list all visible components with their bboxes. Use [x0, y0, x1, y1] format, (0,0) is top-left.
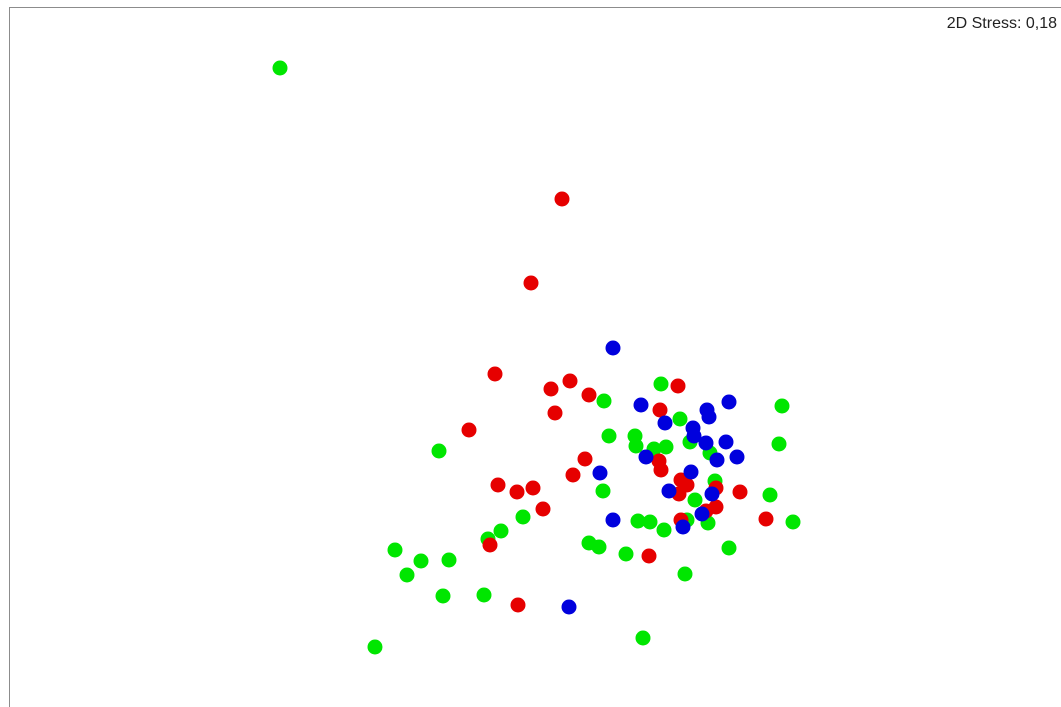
data-point [387, 542, 403, 558]
data-point [762, 487, 778, 503]
data-point [399, 567, 415, 583]
data-point [509, 484, 525, 500]
data-point [704, 486, 720, 502]
data-point [577, 451, 593, 467]
data-point [661, 483, 677, 499]
data-point [721, 394, 737, 410]
data-point [596, 393, 612, 409]
series-3 [561, 340, 745, 615]
data-point [525, 480, 541, 496]
data-point [535, 501, 551, 517]
data-point [413, 553, 429, 569]
data-point [694, 506, 710, 522]
data-point [701, 409, 717, 425]
data-point [641, 548, 657, 564]
data-point [561, 599, 577, 615]
data-point [523, 275, 539, 291]
data-point [487, 366, 503, 382]
series-1 [272, 60, 801, 655]
data-point [543, 381, 559, 397]
data-point [490, 477, 506, 493]
plot-frame [9, 7, 1061, 707]
data-point [656, 522, 672, 538]
data-point [476, 587, 492, 603]
data-point [635, 630, 651, 646]
data-point [658, 439, 674, 455]
data-point [581, 387, 597, 403]
data-point [708, 499, 724, 515]
data-point [441, 552, 457, 568]
data-point [657, 415, 673, 431]
data-point [493, 523, 509, 539]
data-point [554, 191, 570, 207]
data-point [431, 443, 447, 459]
data-point [670, 378, 686, 394]
data-point [774, 398, 790, 414]
data-point [685, 420, 701, 436]
data-point [367, 639, 383, 655]
data-point [785, 514, 801, 530]
data-point [653, 462, 669, 478]
data-point [638, 449, 654, 465]
data-point [771, 436, 787, 452]
data-point [581, 535, 597, 551]
data-point [565, 467, 581, 483]
data-point [547, 405, 563, 421]
data-point [683, 464, 699, 480]
stress-annotation: 2D Stress: 0,18 [946, 15, 1057, 32]
data-point [618, 546, 634, 562]
data-point [562, 373, 578, 389]
data-point [718, 434, 734, 450]
data-point [709, 452, 725, 468]
data-point [729, 449, 745, 465]
data-point [677, 566, 693, 582]
data-point [595, 483, 611, 499]
data-point [592, 465, 608, 481]
data-point [482, 537, 498, 553]
data-point [605, 340, 621, 356]
data-point [510, 597, 526, 613]
data-point [732, 484, 748, 500]
data-point [435, 588, 451, 604]
data-point [675, 519, 691, 535]
data-point [633, 397, 649, 413]
data-point [721, 540, 737, 556]
data-point [642, 514, 658, 530]
data-point [605, 512, 621, 528]
data-point [515, 509, 531, 525]
data-point [653, 376, 669, 392]
data-point [627, 428, 643, 444]
data-point [461, 422, 477, 438]
data-point [687, 492, 703, 508]
data-point [672, 411, 688, 427]
data-point [758, 511, 774, 527]
data-point [630, 513, 646, 529]
data-point [652, 402, 668, 418]
data-point [698, 435, 714, 451]
data-point [601, 428, 617, 444]
data-point [272, 60, 288, 76]
